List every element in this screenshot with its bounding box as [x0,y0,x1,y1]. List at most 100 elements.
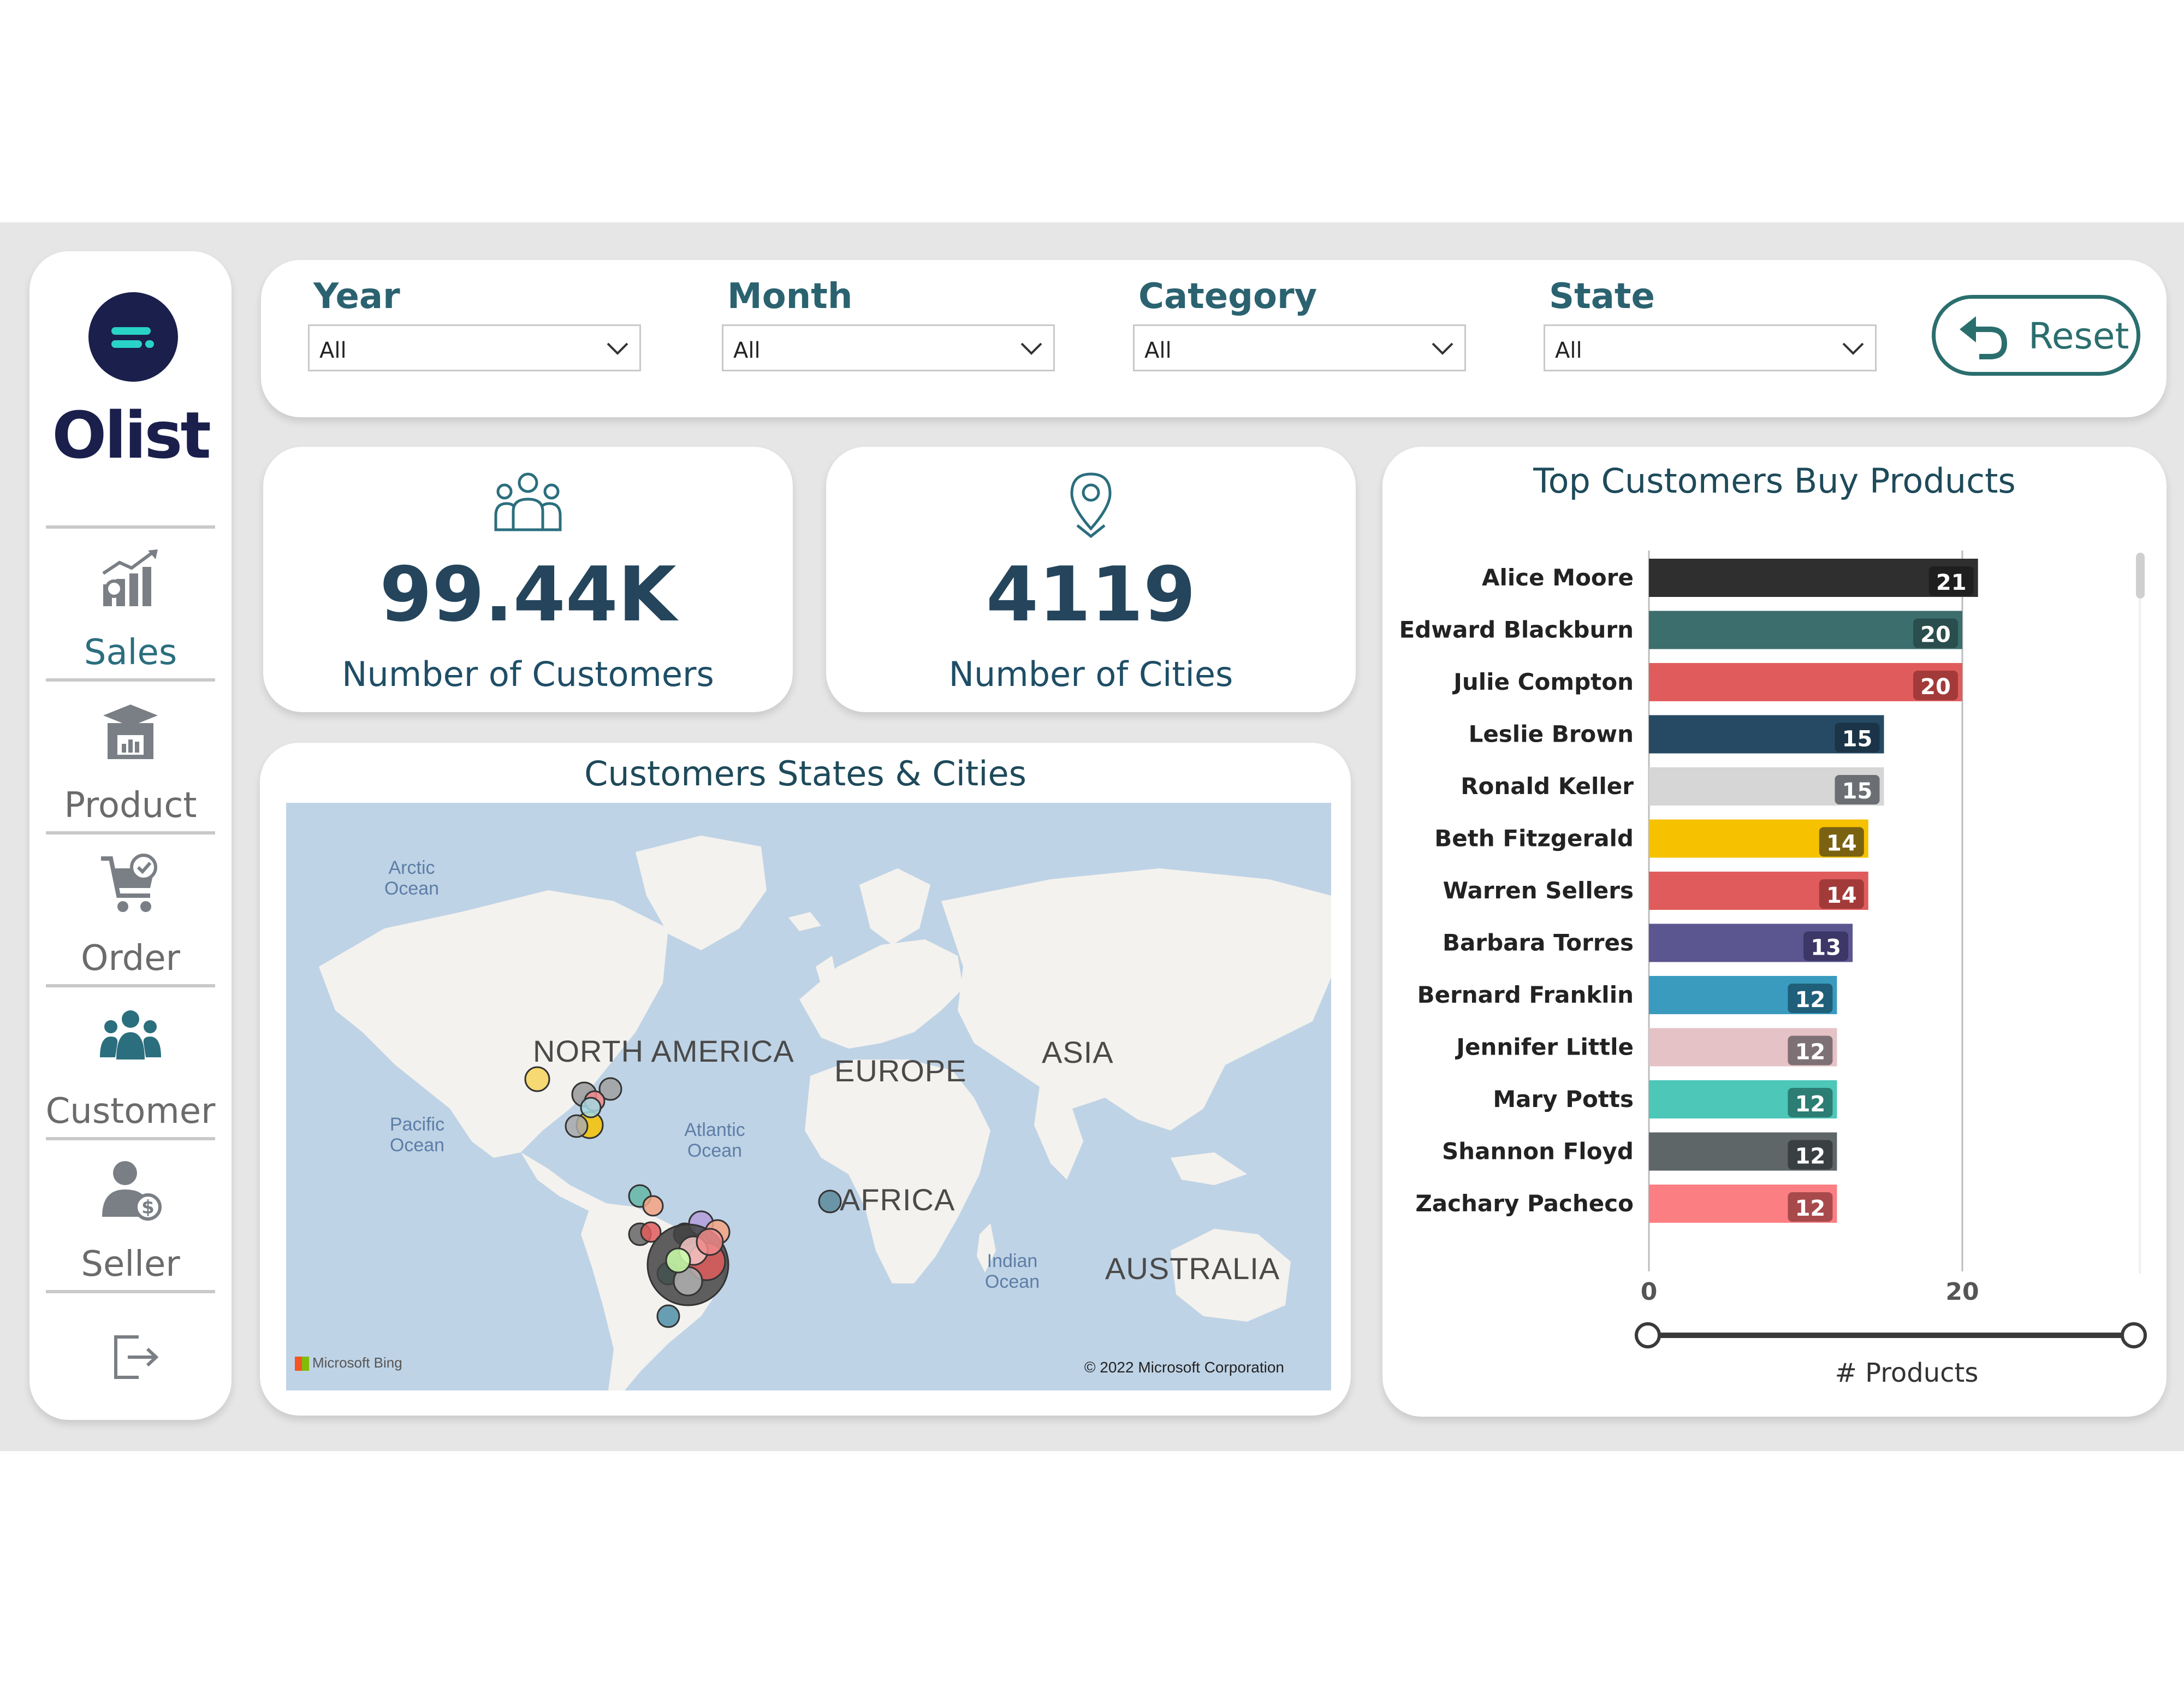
range-slider-track[interactable] [1648,1333,2134,1338]
ocean-label: Atlantic Ocean [684,1120,745,1161]
world-map-land [319,836,1331,1390]
kpi-cities-card: 4119 Number of Cities [826,447,1356,712]
filter-bar: Year All Month All Category All State Al… [261,260,2167,417]
nav-divider [46,525,215,529]
filter-category: Category All [1133,276,1466,371]
people-group-icon [494,472,562,531]
bar-value-badge [1788,1140,1833,1170]
chevron-down-icon [1432,342,1453,355]
bar-value-badge [1928,566,1974,596]
chart-title: Top Customers Buy Products [1533,461,2016,501]
ocean-label: Indian Ocean [984,1251,1040,1292]
bar-category-label: Bernard Franklin [1417,981,1634,1008]
bar-category-label: Jennifer Little [1455,1034,1634,1061]
year-dropdown[interactable]: All [308,324,641,371]
bar-value-badge [1835,775,1880,804]
nav-divider [46,1290,215,1293]
reset-label: Reset [2028,315,2129,357]
bar-value-label: 14 [1826,883,1857,908]
reset-button[interactable]: Reset [1932,295,2140,376]
nav-divider [46,984,215,987]
bar-value-label: 14 [1826,831,1857,856]
map-card: Customers States & Cities [260,743,1351,1416]
bar [1649,663,1962,701]
bar-category-label: Leslie Brown [1469,721,1634,748]
x-tick-label: 20 [1945,1278,1979,1306]
bar-value-badge [1913,671,1958,700]
bar [1649,559,1978,597]
logout-button[interactable] [111,1333,161,1384]
scrollbar-thumb[interactable] [2136,553,2145,599]
customer-group-icon [100,1010,161,1059]
bar [1649,611,1962,649]
bar-value-badge [1819,879,1864,909]
bar-category-label: Beth Fitzgerald [1434,825,1634,852]
bar-value-badge [1788,1035,1833,1066]
bar-value-badge [1788,1192,1833,1222]
x-axis-title: # Products [1835,1358,1979,1388]
bar-value-label: 13 [1811,936,1841,961]
sidebar-item-order[interactable]: Order [29,841,232,994]
nav-divider [46,831,215,834]
nav-divider [46,678,215,682]
bar-value-label: 12 [1795,1092,1826,1117]
bar-value-badge [1803,931,1849,961]
filter-state: State All [1544,276,1877,371]
seller-dollar-icon: $ [102,1161,162,1221]
bing-logo: Microsoft Bing [295,1354,402,1371]
kpi-label: Number of Cities [948,654,1233,694]
scrollbar-track[interactable] [2139,553,2141,1274]
bar-value-label: 12 [1795,1196,1826,1221]
bar-category-label: Barbara Torres [1443,930,1634,956]
cart-check-icon [101,854,157,912]
sales-chart-icon [102,549,158,606]
continent-label: ASIA [1042,1035,1114,1069]
olist-logo-icon [88,292,178,382]
top-customers-chart-card: Top Customers Buy Products Alice Moore 21… [1382,447,2167,1417]
range-slider-max-handle[interactable] [2121,1322,2147,1348]
sidebar-item-seller[interactable]: $ Seller [29,1147,232,1300]
range-slider-min-handle[interactable] [1635,1322,1661,1348]
bar-category-label: Alice Moore [1482,564,1634,591]
kpi-label: Number of Customers [342,654,714,694]
sidebar-item-product[interactable]: Product [29,688,232,841]
bar-value-badge [1788,1088,1833,1117]
bar-value-badge [1835,723,1880,753]
bar-value-label: 12 [1795,1144,1826,1169]
category-dropdown[interactable]: All [1133,324,1466,371]
svg-text:$: $ [141,1197,155,1218]
ocean-label: Pacific Ocean [389,1114,445,1156]
dropdown-value: All [1144,338,1172,363]
x-tick-label: 0 [1641,1278,1658,1306]
bar-value-badge [1788,984,1833,1013]
sidebar: Olist Sales Product [29,251,232,1420]
ocean-label: Arctic Ocean [384,857,440,899]
bar-value-badge [1913,618,1958,648]
chevron-down-icon [607,342,628,355]
bing-label: Microsoft Bing [312,1354,402,1371]
filter-title: Year [313,276,400,317]
bar-category-label: Ronald Keller [1461,773,1634,800]
state-dropdown[interactable]: All [1544,324,1877,371]
bar-value-badge [1819,827,1864,857]
kpi-value: 99.44K [379,551,676,638]
chevron-down-icon [1842,342,1864,355]
sidebar-item-label: Product [64,785,197,826]
dropdown-value: All [733,338,761,363]
map-title: Customers States & Cities [584,754,1026,794]
sidebar-item-sales[interactable]: Sales [29,535,232,688]
continent-label: NORTH AMERICA [533,1034,794,1068]
world-map[interactable]: NORTH AMERICA EUROPE ASIA AFRICA AUSTRAL… [286,803,1331,1390]
continent-label: EUROPE [834,1053,967,1088]
logo-text: Olist [52,398,211,473]
sidebar-item-customer[interactable]: Customer [29,994,232,1147]
bar-category-label: Warren Sellers [1443,877,1634,904]
filter-year: Year All [308,276,641,371]
month-dropdown[interactable]: All [722,324,1055,371]
bar-value-label: 15 [1842,779,1873,804]
bar-category-label: Zachary Pacheco [1415,1190,1634,1217]
map-copyright: © 2022 Microsoft Corporation [1084,1359,1284,1376]
bar-category-label: Shannon Floyd [1442,1138,1634,1165]
filter-title: Category [1138,276,1317,317]
nav-divider [46,1137,215,1140]
